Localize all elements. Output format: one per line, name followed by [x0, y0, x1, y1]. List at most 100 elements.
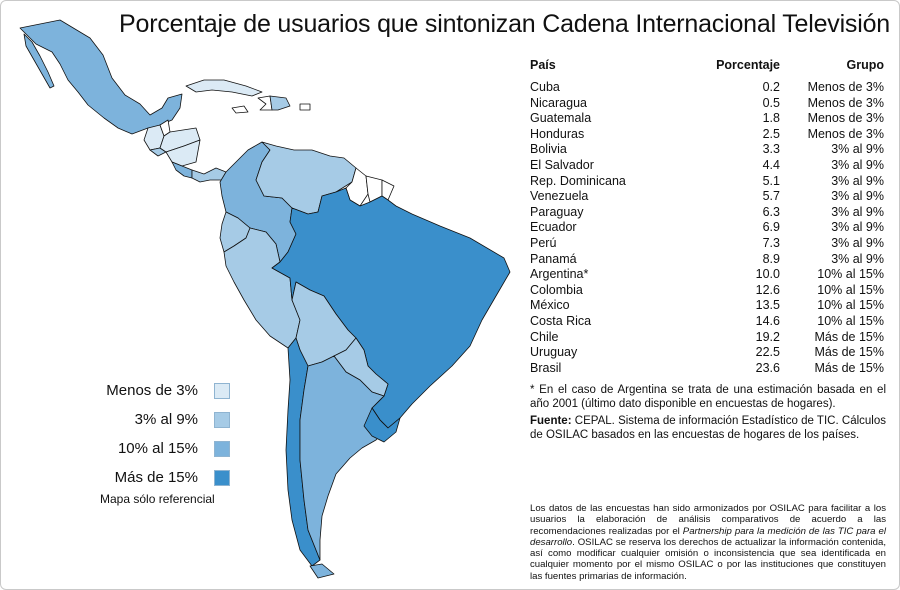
table-row: Panamá 8.9 3% al 9%: [530, 252, 884, 268]
row-percentage: 0.5: [762, 95, 780, 110]
table-row: Ecuador 6.9 3% al 9%: [530, 220, 884, 236]
row-group: 3% al 9%: [831, 204, 884, 219]
row-group: 10% al 15%: [817, 313, 884, 328]
table-row: Costa Rica 14.6 10% al 15%: [530, 314, 884, 330]
disclaimer-text: . OSILAC se reserva los derechos de actu…: [530, 536, 886, 582]
disclaimer-text: Los datos de las encuestas han sido armo…: [530, 503, 886, 537]
dominican-republic-shape: [269, 95, 291, 111]
cuba-shape: [185, 79, 263, 97]
legend-label: Menos de 3%: [106, 382, 198, 399]
argentina-shape: [309, 563, 335, 579]
legend-item: 10% al 15%: [90, 438, 230, 467]
row-country: Honduras: [530, 126, 585, 141]
row-group: Menos de 3%: [807, 111, 884, 126]
row-percentage: 12.6: [755, 282, 780, 297]
mexico-shape: [23, 33, 55, 89]
row-percentage: 14.6: [755, 313, 780, 328]
row-group: 3% al 9%: [831, 251, 884, 266]
table-row: Bolivia 3.3 3% al 9%: [530, 142, 884, 158]
table-row: Guatemala 1.8 Menos de 3%: [530, 111, 884, 127]
row-group: 3% al 9%: [831, 157, 884, 172]
row-percentage: 8.9: [762, 251, 780, 266]
legend-swatch: [214, 441, 230, 457]
legend-label: Más de 15%: [114, 469, 198, 486]
row-group: Más de 15%: [814, 360, 884, 375]
row-country: Cuba: [530, 80, 560, 94]
source-text: CEPAL. Sistema de información Estadístic…: [530, 415, 886, 441]
row-percentage: 13.5: [755, 298, 780, 313]
table-row: Rep. Dominicana 5.1 3% al 9%: [530, 174, 884, 190]
uruguay-shape: [363, 407, 401, 443]
row-percentage: 0.2: [762, 80, 780, 94]
row-percentage: 5.1: [762, 173, 780, 188]
table-row: Cuba 0.2 Menos de 3%: [530, 80, 884, 96]
table-row: Argentina* 10.0 10% al 15%: [530, 267, 884, 283]
row-country: Chile: [530, 329, 559, 344]
row-group: 10% al 15%: [817, 298, 884, 313]
latin-america-map: [19, 19, 511, 579]
map-title: Porcentaje de usuarios que sintonizan Ca…: [119, 10, 890, 38]
row-percentage: 6.9: [762, 220, 780, 235]
row-country: Costa Rica: [530, 313, 592, 328]
haiti-shape: [257, 95, 273, 111]
row-percentage: 19.2: [755, 329, 780, 344]
row-percentage: 3.3: [762, 142, 780, 157]
header-percentage: Porcentaje: [716, 58, 780, 72]
row-group: Menos de 3%: [807, 95, 884, 110]
table-row: Nicaragua 0.5 Menos de 3%: [530, 96, 884, 112]
table-row: El Salvador 4.4 3% al 9%: [530, 158, 884, 174]
legend-label: 10% al 15%: [117, 440, 198, 457]
row-percentage: 1.8: [762, 111, 780, 126]
row-country: Rep. Dominicana: [530, 173, 626, 188]
row-percentage: 10.0: [755, 267, 780, 282]
row-percentage: 22.5: [755, 345, 780, 360]
legend-swatch: [214, 412, 230, 428]
header-group: Grupo: [846, 58, 885, 72]
row-country: Uruguay: [530, 345, 578, 360]
table-row: Uruguay 22.5 Más de 15%: [530, 345, 884, 361]
legend-label: 3% al 9%: [134, 411, 198, 428]
row-group: 10% al 15%: [817, 282, 884, 297]
row-country: Paraguay: [530, 204, 584, 219]
puerto-rico-shape: [299, 103, 311, 111]
header-country: País: [530, 58, 556, 72]
row-percentage: 2.5: [762, 126, 780, 141]
row-percentage: 5.7: [762, 189, 780, 204]
row-percentage: 4.4: [762, 157, 780, 172]
row-percentage: 23.6: [755, 360, 780, 375]
row-group: Más de 15%: [814, 329, 884, 344]
table-row: Colombia 12.6 10% al 15%: [530, 283, 884, 299]
source-note: Fuente: CEPAL. Sistema de información Es…: [530, 414, 886, 442]
table-row: Venezuela 5.7 3% al 9%: [530, 189, 884, 205]
legend-item: Menos de 3%: [90, 380, 230, 409]
row-country: Colombia: [530, 282, 583, 297]
data-table: País Porcentaje Grupo Cuba 0.2 Menos de 3%…: [530, 58, 884, 376]
row-percentage: 6.3: [762, 204, 780, 219]
row-country: Perú: [530, 235, 557, 250]
row-group: Menos de 3%: [807, 126, 884, 141]
table-header: País Porcentaje Grupo: [530, 58, 884, 80]
table-row: Perú 7.3 3% al 9%: [530, 236, 884, 252]
legend-item: 3% al 9%: [90, 409, 230, 438]
row-country: Bolivia: [530, 142, 567, 157]
jamaica-shape: [231, 105, 249, 114]
table-row: Chile 19.2 Más de 15%: [530, 330, 884, 346]
row-country: Ecuador: [530, 220, 577, 235]
row-group: Menos de 3%: [807, 80, 884, 94]
table-row: Brasil 23.6 Más de 15%: [530, 361, 884, 377]
row-group: 3% al 9%: [831, 173, 884, 188]
row-country: Venezuela: [530, 189, 589, 204]
row-group: Más de 15%: [814, 345, 884, 360]
disclaimer-partnership: Partnership para la medición de las TIC …: [530, 525, 886, 548]
table-body: Cuba 0.2 Menos de 3% Nicaragua 0.5 Menos de 3…: [530, 80, 884, 376]
row-country: Guatemala: [530, 111, 592, 126]
row-group: 10% al 15%: [817, 267, 884, 282]
table-row: Honduras 2.5 Menos de 3%: [530, 127, 884, 143]
row-country: Panamá: [530, 251, 577, 266]
osilac-disclaimer: Los datos de las encuestas han sido armo…: [530, 503, 886, 582]
legend-swatch: [214, 383, 230, 399]
legend-swatch: [214, 470, 230, 486]
row-country: El Salvador: [530, 157, 594, 172]
table-row: México 13.5 10% al 15%: [530, 298, 884, 314]
table-row: Paraguay 6.3 3% al 9%: [530, 205, 884, 221]
